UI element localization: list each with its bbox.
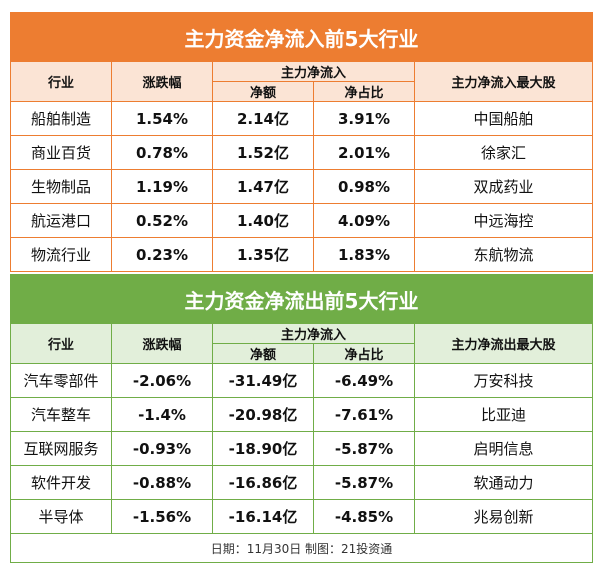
- cell-top: 万安科技: [414, 363, 593, 398]
- cell-amount: 2.14亿: [212, 101, 314, 136]
- cell-amount: 1.52亿: [212, 135, 314, 170]
- table-row: 船舶制造 1.54% 2.14亿 3.91% 中国船舶: [10, 101, 593, 136]
- col-ratio: 净占比: [313, 343, 415, 364]
- col-ratio: 净占比: [313, 81, 415, 102]
- table-row: 半导体 -1.56% -16.14亿 -4.85% 兆易创新: [10, 499, 593, 534]
- table-row: 航运港口 0.52% 1.40亿 4.09% 中远海控: [10, 203, 593, 238]
- cell-ratio: 3.91%: [313, 101, 415, 136]
- cell-change: -2.06%: [111, 363, 213, 398]
- cell-change: -1.4%: [111, 397, 213, 432]
- cell-amount: -16.86亿: [212, 465, 314, 500]
- cell-change: -0.88%: [111, 465, 213, 500]
- fund-flow-tables: 主力资金净流入前5大行业 行业 涨跌幅 主力净流入 主力净流入最大股 净额 净占比 船舶…: [10, 12, 593, 563]
- cell-industry: 船舶制造: [10, 101, 112, 136]
- cell-top: 中远海控: [414, 203, 593, 238]
- table-row: 汽车零部件 -2.06% -31.49亿 -6.49% 万安科技: [10, 363, 593, 398]
- cell-industry: 半导体: [10, 499, 112, 534]
- cell-change: 0.52%: [111, 203, 213, 238]
- cell-ratio: -5.87%: [313, 465, 415, 500]
- table-row: 生物制品 1.19% 1.47亿 0.98% 双成药业: [10, 169, 593, 204]
- cell-amount: 1.47亿: [212, 169, 314, 204]
- cell-amount: -31.49亿: [212, 363, 314, 398]
- cell-change: 0.78%: [111, 135, 213, 170]
- table-row: 互联网服务 -0.93% -18.90亿 -5.87% 启明信息: [10, 431, 593, 466]
- col-change: 涨跌幅: [111, 61, 213, 102]
- cell-top: 比亚迪: [414, 397, 593, 432]
- inflow-title: 主力资金净流入前5大行业: [10, 12, 593, 62]
- col-change: 涨跌幅: [111, 323, 213, 364]
- cell-industry: 商业百货: [10, 135, 112, 170]
- outflow-table: 主力资金净流出前5大行业 行业 涨跌幅 主力净流入 主力净流出最大股 净额 净占比 汽车…: [10, 274, 593, 563]
- cell-top: 启明信息: [414, 431, 593, 466]
- table-row: 软件开发 -0.88% -16.86亿 -5.87% 软通动力: [10, 465, 593, 500]
- col-amount: 净额: [212, 81, 314, 102]
- col-top: 主力净流出最大股: [414, 323, 593, 364]
- cell-ratio: -6.49%: [313, 363, 415, 398]
- col-industry: 行业: [10, 61, 112, 102]
- cell-ratio: 4.09%: [313, 203, 415, 238]
- col-industry: 行业: [10, 323, 112, 364]
- cell-industry: 物流行业: [10, 237, 112, 272]
- col-amount: 净额: [212, 343, 314, 364]
- outflow-title: 主力资金净流出前5大行业: [10, 274, 593, 324]
- cell-top: 中国船舶: [414, 101, 593, 136]
- cell-change: -1.56%: [111, 499, 213, 534]
- cell-amount: 1.35亿: [212, 237, 314, 272]
- cell-top: 双成药业: [414, 169, 593, 204]
- cell-industry: 汽车零部件: [10, 363, 112, 398]
- cell-industry: 生物制品: [10, 169, 112, 204]
- cell-change: 0.23%: [111, 237, 213, 272]
- table-row: 汽车整车 -1.4% -20.98亿 -7.61% 比亚迪: [10, 397, 593, 432]
- cell-amount: 1.40亿: [212, 203, 314, 238]
- footer-note: 日期：11月30日 制图：21投资通: [10, 533, 593, 563]
- cell-amount: -20.98亿: [212, 397, 314, 432]
- cell-amount: -16.14亿: [212, 499, 314, 534]
- cell-change: 1.19%: [111, 169, 213, 204]
- table-row: 商业百货 0.78% 1.52亿 2.01% 徐家汇: [10, 135, 593, 170]
- col-group: 主力净流入: [212, 61, 415, 82]
- cell-ratio: -4.85%: [313, 499, 415, 534]
- cell-top: 软通动力: [414, 465, 593, 500]
- cell-ratio: 0.98%: [313, 169, 415, 204]
- cell-top: 徐家汇: [414, 135, 593, 170]
- cell-industry: 互联网服务: [10, 431, 112, 466]
- cell-ratio: -7.61%: [313, 397, 415, 432]
- cell-industry: 航运港口: [10, 203, 112, 238]
- cell-ratio: 1.83%: [313, 237, 415, 272]
- cell-change: 1.54%: [111, 101, 213, 136]
- cell-ratio: -5.87%: [313, 431, 415, 466]
- table-row: 物流行业 0.23% 1.35亿 1.83% 东航物流: [10, 237, 593, 272]
- col-group: 主力净流入: [212, 323, 415, 344]
- inflow-table: 主力资金净流入前5大行业 行业 涨跌幅 主力净流入 主力净流入最大股 净额 净占比 船舶…: [10, 12, 593, 272]
- cell-change: -0.93%: [111, 431, 213, 466]
- cell-industry: 汽车整车: [10, 397, 112, 432]
- cell-top: 兆易创新: [414, 499, 593, 534]
- cell-amount: -18.90亿: [212, 431, 314, 466]
- cell-top: 东航物流: [414, 237, 593, 272]
- col-top: 主力净流入最大股: [414, 61, 593, 102]
- cell-industry: 软件开发: [10, 465, 112, 500]
- cell-ratio: 2.01%: [313, 135, 415, 170]
